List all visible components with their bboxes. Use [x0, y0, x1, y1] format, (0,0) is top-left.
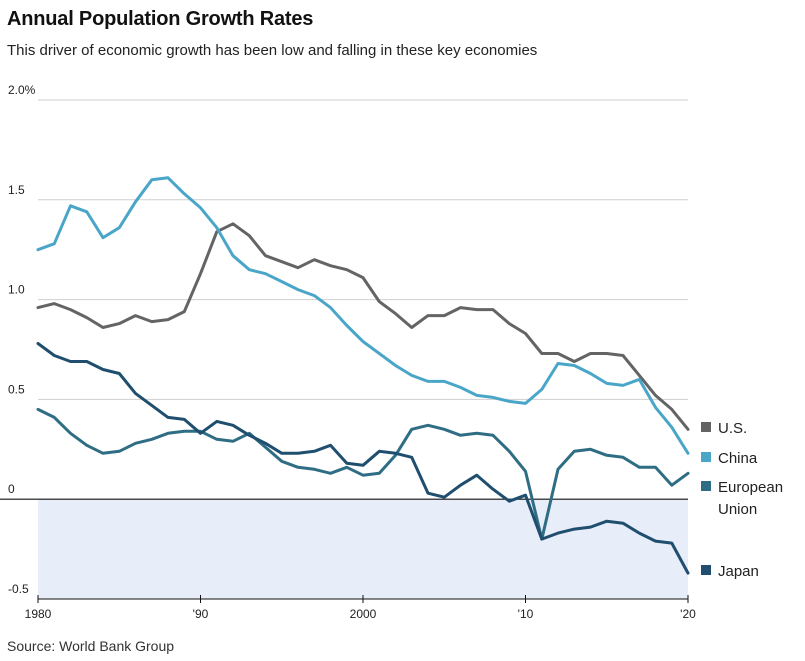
x-tick-label: 1980	[25, 607, 52, 621]
series-line-u-s-	[36, 222, 690, 431]
y-tick-label: 0	[8, 482, 15, 496]
source-note: Source: World Bank Group	[7, 638, 175, 654]
y-tick-label: 2.0%	[8, 83, 36, 97]
legend-label-china: China	[718, 450, 758, 467]
y-tick-label: 1.0	[8, 283, 25, 297]
y-tick-label: 0.5	[8, 382, 25, 396]
y-tick-label: -0.5	[8, 582, 29, 596]
legend-label-european-union: Union	[718, 501, 757, 518]
legend-label-japan: Japan	[718, 563, 759, 580]
chart-subtitle: This driver of economic growth has been …	[7, 42, 538, 59]
series-line-japan	[36, 342, 690, 575]
series-line-european-union	[36, 407, 690, 541]
y-tick-label: 1.5	[8, 183, 25, 197]
legend-swatch-japan	[701, 565, 711, 575]
x-tick-label: '10	[518, 607, 534, 621]
x-tick-label: 2000	[350, 607, 377, 621]
series-line-china	[36, 176, 690, 455]
legend-swatch-u-s-	[701, 422, 711, 432]
legend-label-european-union: European	[718, 479, 783, 496]
legend-label-u-s-: U.S.	[718, 420, 747, 437]
chart-title: Annual Population Growth Rates	[7, 8, 314, 30]
legend-swatch-european-union	[701, 481, 711, 491]
x-tick-label: '20	[680, 607, 696, 621]
negative-region	[38, 499, 688, 599]
x-tick-label: '90	[193, 607, 209, 621]
legend-swatch-china	[701, 452, 711, 462]
